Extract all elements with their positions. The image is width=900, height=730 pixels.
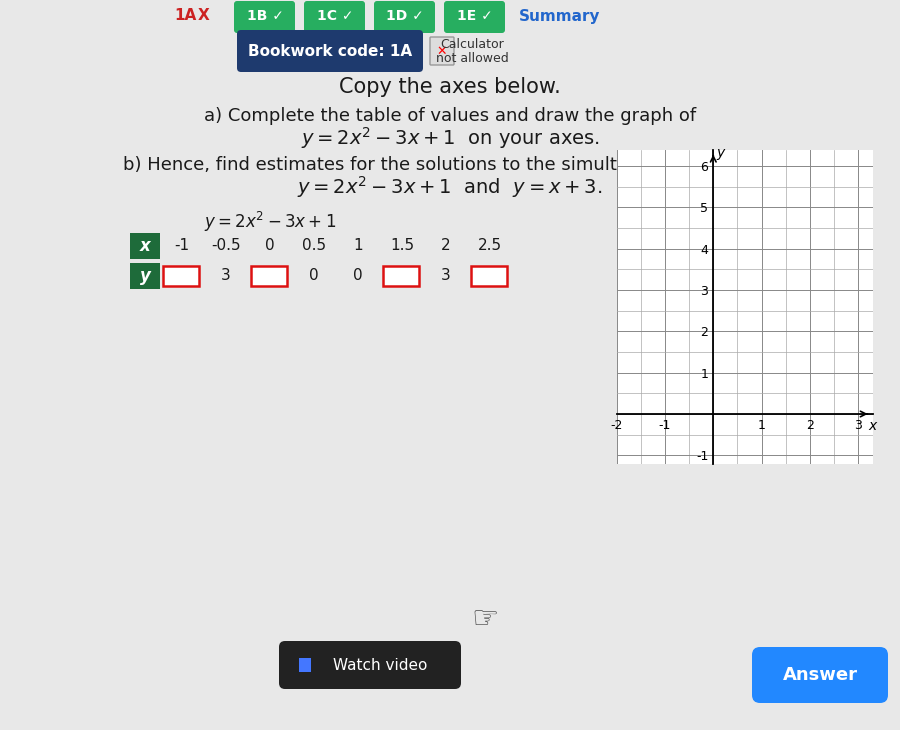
Text: not allowed: not allowed [436,52,508,64]
FancyBboxPatch shape [130,233,160,259]
Text: 3: 3 [221,269,231,283]
Text: b) Hence, find estimates for the solutions to the simultaneous equations: b) Hence, find estimates for the solutio… [123,156,777,174]
Text: x: x [868,418,877,433]
Text: 0: 0 [310,269,319,283]
FancyBboxPatch shape [279,641,461,689]
Text: Answer: Answer [782,666,858,684]
Text: 2.5: 2.5 [478,239,502,253]
FancyBboxPatch shape [383,266,419,286]
Text: 0: 0 [266,239,274,253]
Text: Copy the axes below.: Copy the axes below. [339,77,561,97]
FancyBboxPatch shape [237,30,423,72]
FancyBboxPatch shape [234,1,295,33]
Text: 3: 3 [441,269,451,283]
Bar [299,658,311,672]
Text: a) Complete the table of values and draw the graph of: a) Complete the table of values and draw… [204,107,696,125]
Text: 1.5: 1.5 [390,239,414,253]
Text: 1A: 1A [174,9,196,23]
Text: ☞: ☞ [472,605,499,634]
FancyBboxPatch shape [163,266,199,286]
Text: -1: -1 [175,239,190,253]
FancyBboxPatch shape [251,266,287,286]
Text: 1E ✓: 1E ✓ [457,9,493,23]
Text: 1B ✓: 1B ✓ [247,9,284,23]
Text: x: x [140,237,150,255]
Text: -0.5: -0.5 [212,239,241,253]
Text: Bookwork code: 1A: Bookwork code: 1A [248,44,412,58]
Text: 2: 2 [441,239,451,253]
FancyBboxPatch shape [374,1,435,33]
Text: 1: 1 [353,239,363,253]
Text: ✕: ✕ [436,45,447,58]
FancyBboxPatch shape [304,1,365,33]
Text: Watch video: Watch video [333,658,428,672]
Text: Calculator: Calculator [440,37,504,50]
Text: $y = 2x^2 - 3x + 1$  on your axes.: $y = 2x^2 - 3x + 1$ on your axes. [301,125,599,151]
Text: Summary: Summary [519,9,601,23]
FancyBboxPatch shape [752,647,888,703]
FancyBboxPatch shape [130,263,160,289]
FancyBboxPatch shape [430,37,454,65]
Text: $y = 2x^2 - 3x + 1$  and  $y = x + 3$.: $y = 2x^2 - 3x + 1$ and $y = x + 3$. [297,174,603,200]
Text: 1D ✓: 1D ✓ [386,9,424,23]
Text: X: X [198,9,210,23]
FancyBboxPatch shape [471,266,507,286]
Text: 1C ✓: 1C ✓ [317,9,353,23]
Text: y: y [140,267,150,285]
FancyBboxPatch shape [444,1,505,33]
Text: 0.5: 0.5 [302,239,326,253]
Text: y: y [716,146,725,160]
Text: $y = 2x^2 - 3x + 1$: $y = 2x^2 - 3x + 1$ [204,210,336,234]
Text: 0: 0 [353,269,363,283]
